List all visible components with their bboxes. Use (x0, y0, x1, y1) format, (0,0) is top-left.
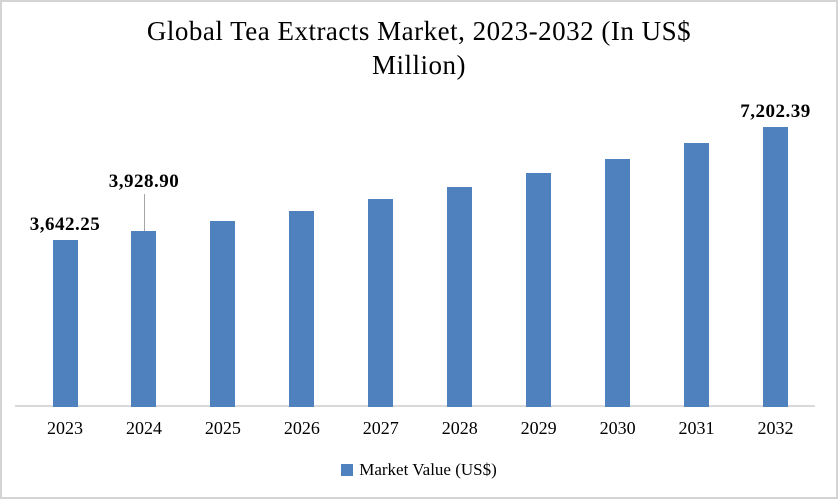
data-label-2024: 3,928.90 (108, 170, 180, 192)
bar-2023 (52, 240, 78, 407)
legend-marker (341, 464, 354, 476)
bar-2027 (368, 199, 394, 407)
leader-line-2024 (143, 193, 145, 231)
bar-2032 (762, 126, 788, 407)
x-axis-line (15, 405, 815, 407)
bar-2028 (447, 186, 473, 407)
x-tick-2031: 2031 (678, 418, 715, 438)
data-label-2032: 7,202.39 (740, 100, 811, 122)
chart-title: Global Tea Extracts Market, 2023-2032 (I… (2, 14, 836, 82)
x-tick-2030: 2030 (599, 418, 636, 438)
bar-2026 (289, 210, 315, 407)
bar-2024 (131, 230, 157, 407)
bar-2031 (684, 143, 710, 407)
x-tick-2023: 2023 (47, 418, 83, 438)
x-tick-2027: 2027 (362, 418, 399, 438)
chart-title-line-1: Global Tea Extracts Market, 2023-2032 (I… (146, 16, 692, 46)
legend-label: Market Value (US$) (359, 460, 497, 479)
chart-title-line-2: Million) (371, 50, 466, 80)
legend: Market Value (US$) (2, 460, 836, 480)
x-tick-2024: 2024 (125, 418, 162, 438)
x-tick-2028: 2028 (441, 418, 478, 438)
bar-2030 (605, 158, 631, 407)
x-tick-2029: 2029 (520, 418, 557, 438)
x-tick-2026: 2026 (283, 418, 320, 438)
data-label-2023: 3,642.25 (29, 214, 101, 236)
x-tick-2032: 2032 (757, 418, 794, 438)
bar-2029 (526, 173, 552, 407)
x-tick-2025: 2025 (204, 418, 241, 438)
bar-2025 (210, 221, 236, 407)
